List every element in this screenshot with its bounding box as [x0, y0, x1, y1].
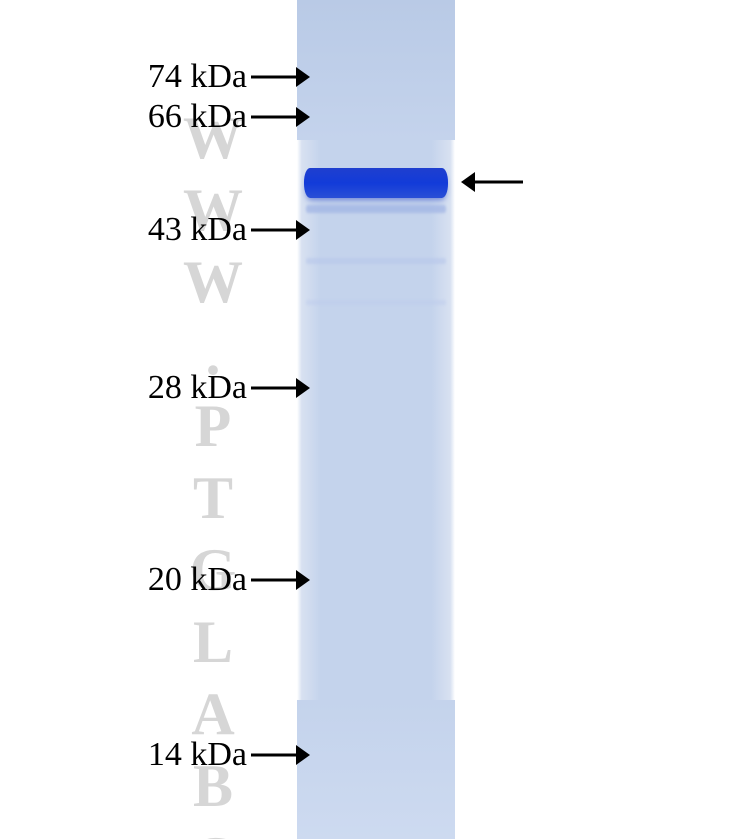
faint-band — [306, 205, 446, 213]
lane-top-gradient — [297, 0, 455, 140]
arrow-right-icon — [250, 376, 311, 400]
gel-figure: WWW.PTGLABCOM 74 kDa66 kDa43 kDa28 kDa20… — [0, 0, 740, 839]
marker-label: 43 kDa — [0, 211, 247, 249]
arrow-right-icon — [250, 568, 311, 592]
target-protein-band — [304, 168, 448, 198]
arrow-left-icon — [524, 107, 740, 257]
marker-label: 28 kDa — [0, 369, 247, 407]
gel-lane — [297, 0, 455, 839]
arrow-right-icon — [250, 743, 311, 767]
arrow-right-icon — [250, 65, 311, 89]
marker-label: 14 kDa — [0, 736, 247, 774]
marker-label: 66 kDa — [0, 98, 247, 136]
arrow-right-icon — [250, 218, 311, 242]
arrow-left-icon — [460, 170, 524, 194]
arrow-right-icon — [250, 105, 311, 129]
marker-label: 20 kDa — [0, 561, 247, 599]
marker-label: 74 kDa — [0, 58, 247, 96]
lane-bottom-gradient — [297, 700, 455, 839]
faint-band — [306, 300, 446, 305]
faint-band — [306, 258, 446, 264]
